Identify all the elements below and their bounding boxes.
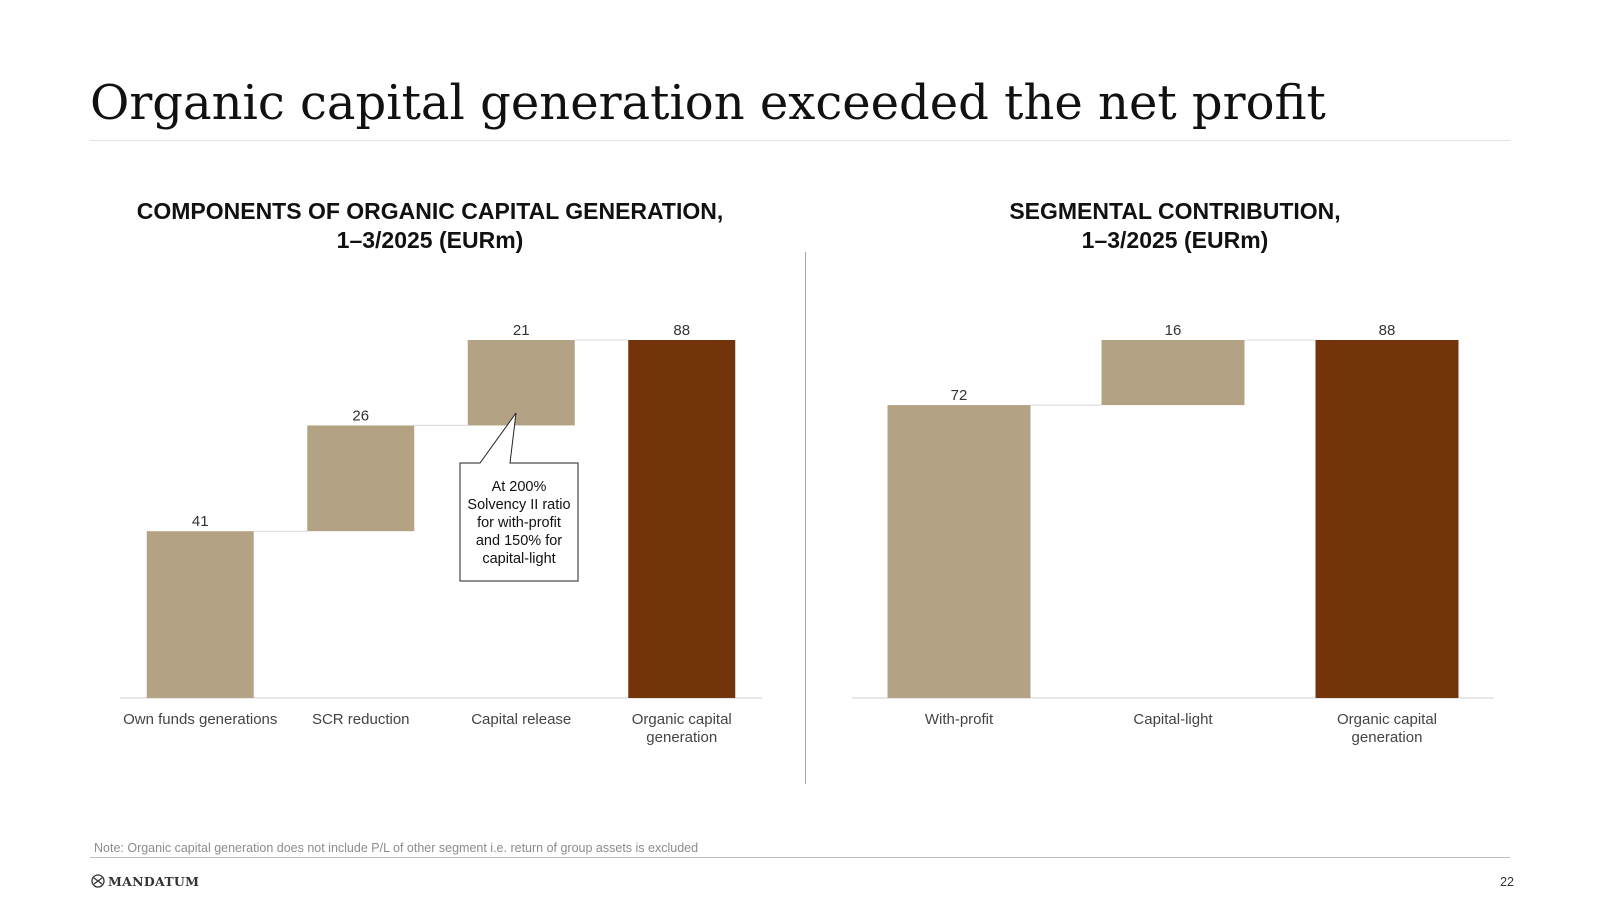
data-label: 16 — [1165, 322, 1182, 339]
data-label: 21 — [513, 322, 530, 339]
data-label: 88 — [1379, 322, 1396, 339]
callout-text: At 200% Solvency II ratio for with-profi… — [467, 479, 571, 567]
chart-title-segmental: SEGMENTAL CONTRIBUTION, 1–3/2025 (EURm) — [860, 197, 1490, 255]
logo-text: MANDATUM — [108, 873, 200, 889]
bar — [628, 340, 736, 698]
category-label: With-profit — [925, 711, 994, 728]
chart-title-line: COMPONENTS OF ORGANIC CAPITAL GENERATION… — [136, 198, 724, 224]
mandatum-mark-icon — [91, 874, 105, 888]
chart-divider — [805, 252, 806, 784]
page-number: 22 — [1500, 875, 1514, 889]
category-label: Capital-light — [1133, 711, 1213, 728]
chart-title-line: 1–3/2025 (EURm) — [1081, 227, 1269, 253]
data-label: 72 — [951, 387, 968, 404]
segmental-waterfall-chart: 72 With-profit 16 Capital-light 88 Organic ca… — [852, 322, 1494, 746]
bar — [1101, 340, 1245, 406]
logo: MANDATUM — [91, 873, 199, 889]
components-waterfall-chart: 41 Own funds generations 26 SCR reduction 21… — [120, 322, 762, 746]
data-label: 88 — [673, 322, 690, 339]
data-label: 41 — [192, 513, 209, 530]
slide-title: Organic capital generation exceeded the … — [90, 75, 1326, 131]
category-label: Organic capital generation — [632, 711, 732, 746]
bar — [467, 340, 575, 426]
bar — [887, 405, 1031, 698]
chart-title-components: COMPONENTS OF ORGANIC CAPITAL GENERATION… — [110, 197, 750, 255]
bar — [146, 531, 254, 698]
footer-divider — [90, 857, 1510, 858]
chart-title-line: SEGMENTAL CONTRIBUTION, — [1009, 198, 1341, 224]
footnote: Note: Organic capital generation does no… — [94, 841, 699, 855]
chart-title-line: 1–3/2025 (EURm) — [336, 227, 524, 253]
callout-box — [459, 412, 579, 582]
title-divider — [90, 140, 1510, 141]
category-label: Capital release — [471, 711, 571, 728]
category-label: SCR reduction — [312, 711, 410, 728]
category-label: Own funds generations — [123, 711, 277, 728]
bar — [1315, 340, 1459, 698]
category-label: Organic capital generation — [1337, 711, 1437, 746]
bar — [307, 425, 415, 532]
data-label: 26 — [352, 407, 369, 424]
